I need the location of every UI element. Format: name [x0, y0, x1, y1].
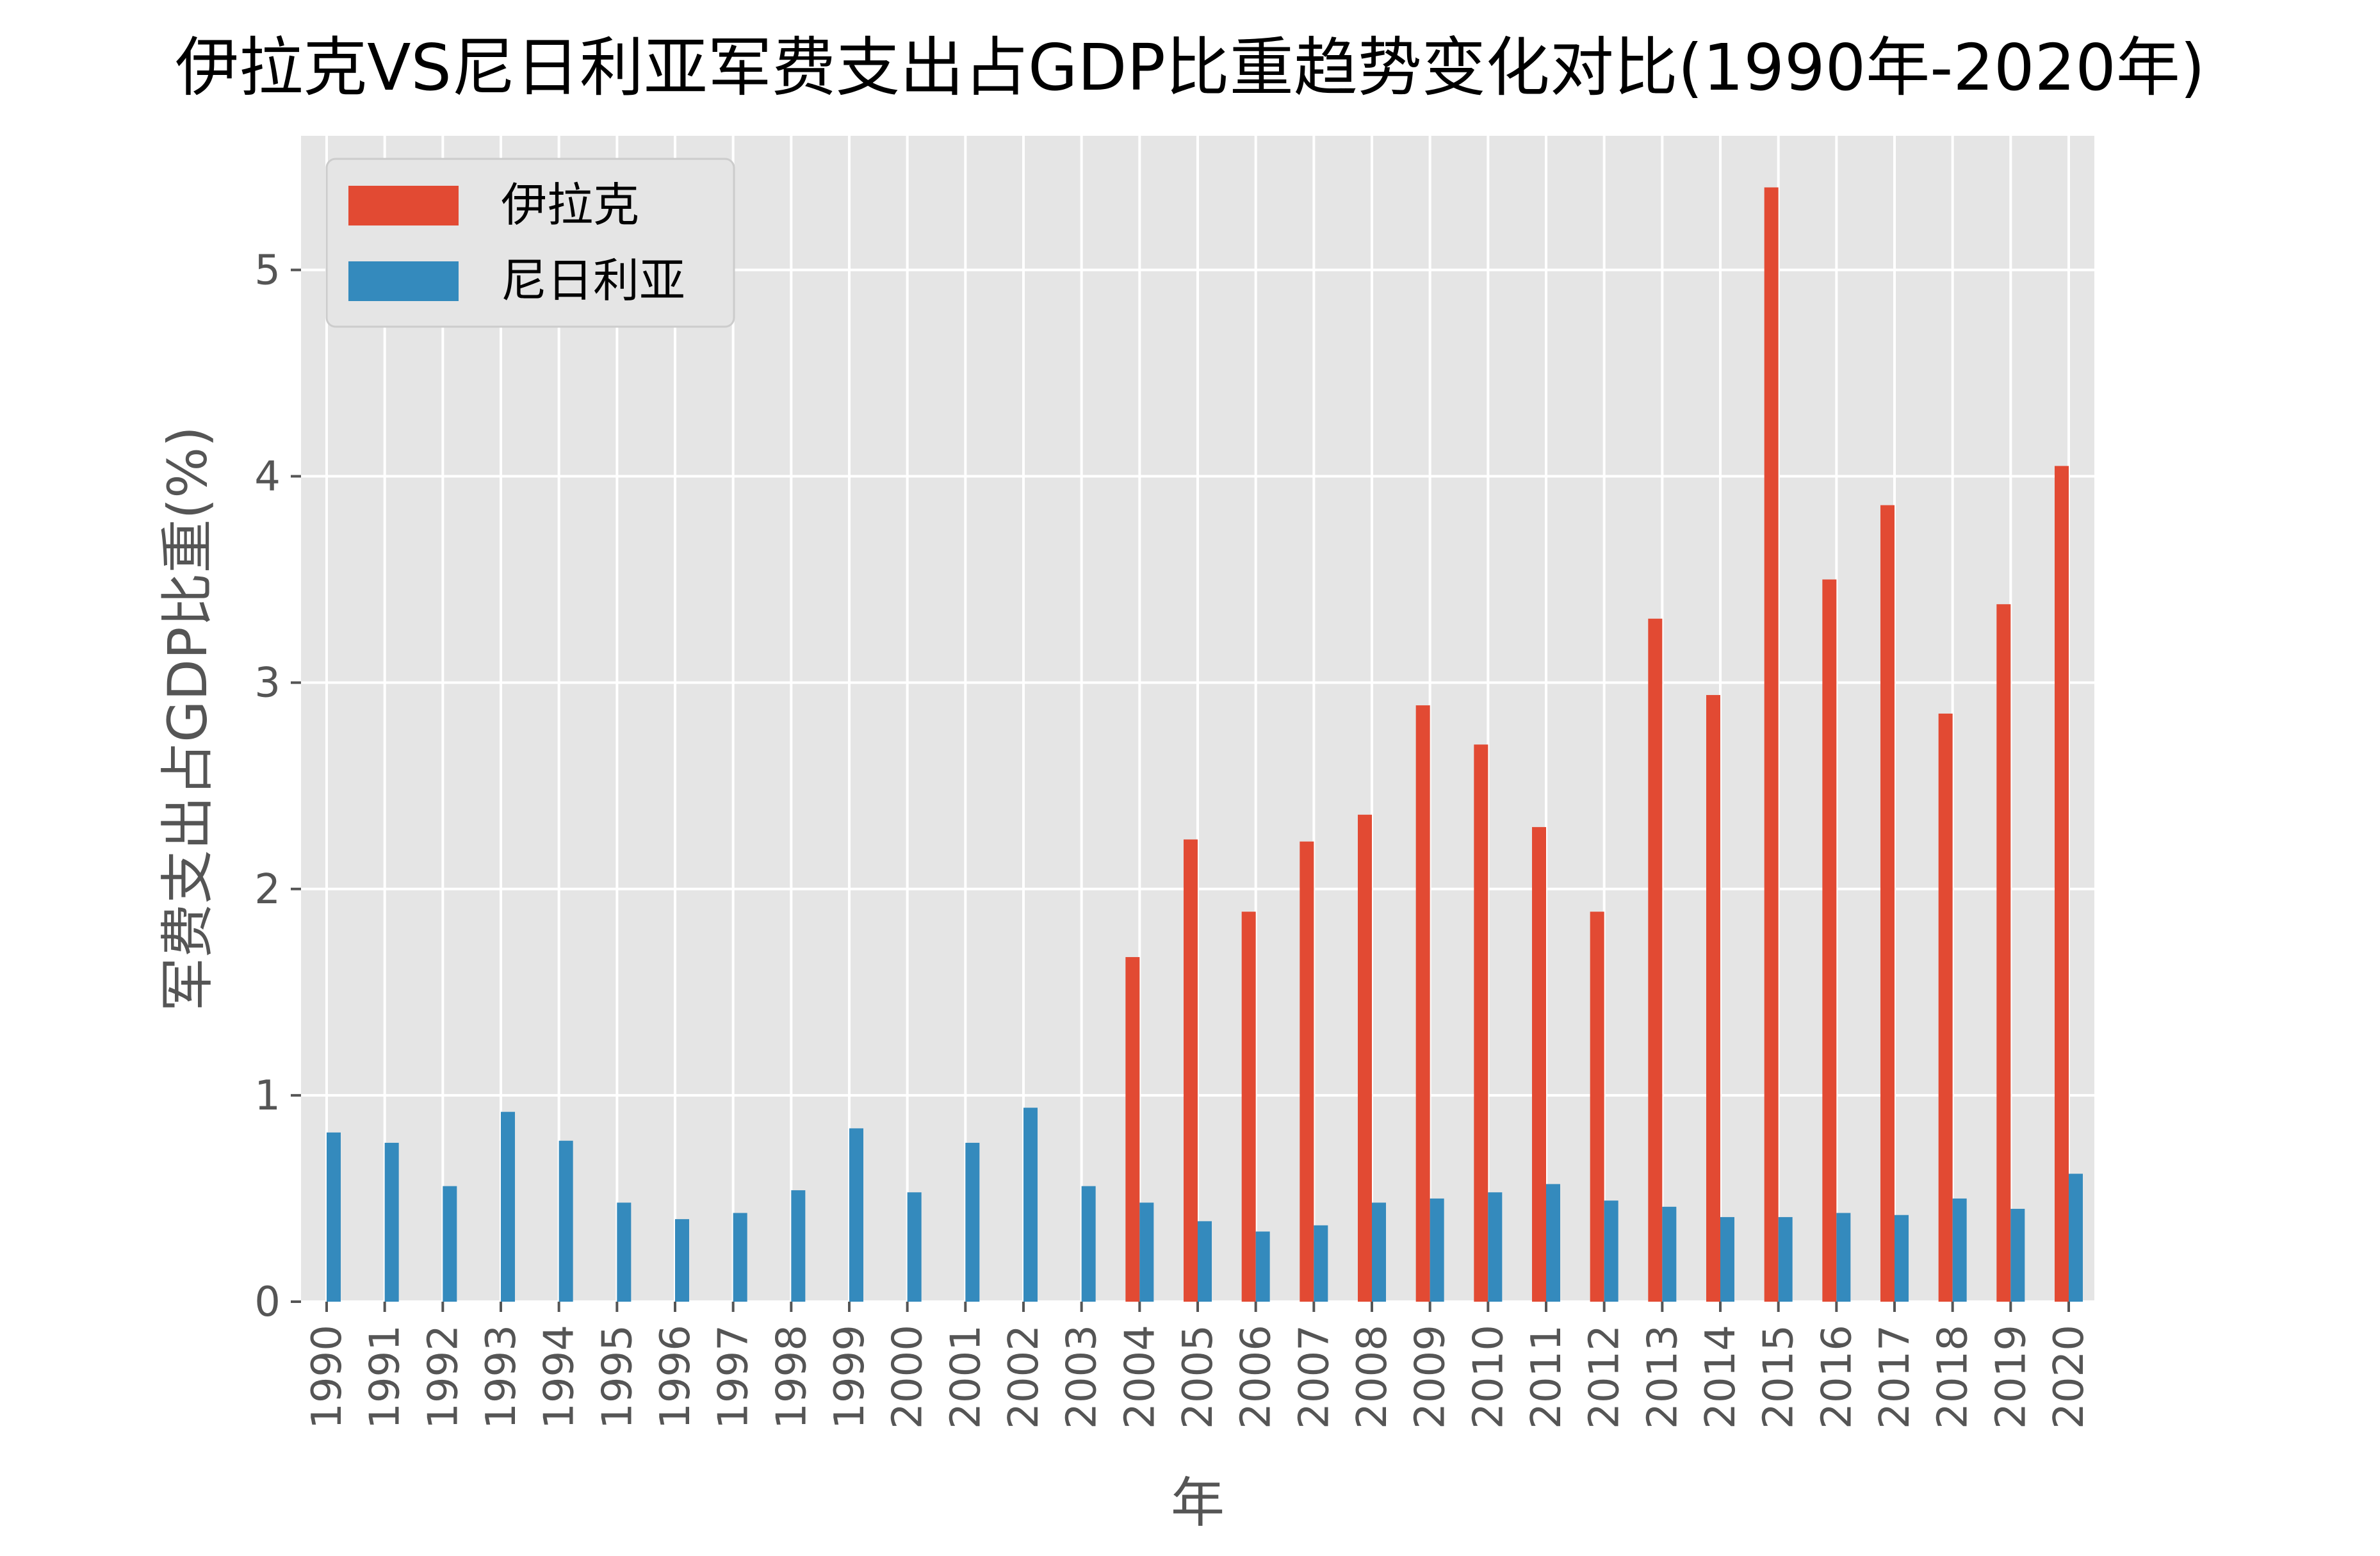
- y-tick-label: 2: [254, 866, 281, 913]
- x-tick-label: 1995: [594, 1325, 641, 1429]
- legend-label: 尼日利亚: [501, 254, 685, 307]
- bar-iraq-2010: [1474, 744, 1488, 1302]
- x-tick-label: 1998: [768, 1325, 815, 1429]
- x-tick-label: 2015: [1756, 1325, 1803, 1429]
- bar-nigeria-1999: [849, 1128, 863, 1302]
- x-tick-label: 2013: [1639, 1325, 1686, 1429]
- x-tick-label: 2008: [1349, 1325, 1396, 1429]
- bar-nigeria-2001: [965, 1142, 980, 1302]
- bar-nigeria-2010: [1488, 1192, 1503, 1302]
- x-tick-label: 1992: [420, 1325, 467, 1429]
- x-tick-label: 2010: [1465, 1325, 1512, 1429]
- x-tick-label: 2009: [1407, 1325, 1455, 1429]
- x-tick-label: 2004: [1116, 1325, 1164, 1429]
- x-tick-label: 2000: [884, 1325, 932, 1429]
- x-tick-label: 2018: [1930, 1325, 1977, 1429]
- x-tick-label: 1996: [652, 1325, 699, 1429]
- bar-iraq-2019: [1996, 604, 2011, 1302]
- bar-nigeria-2000: [907, 1192, 922, 1302]
- bar-iraq-2008: [1358, 814, 1372, 1302]
- bar-nigeria-2007: [1314, 1225, 1328, 1302]
- bar-nigeria-2004: [1139, 1202, 1154, 1302]
- x-tick-label: 2001: [942, 1325, 990, 1429]
- x-tick-label: 2014: [1697, 1325, 1745, 1429]
- x-tick-label: 2003: [1059, 1325, 1106, 1429]
- x-tick-label: 2020: [2046, 1325, 2093, 1429]
- bar-nigeria-1991: [384, 1142, 399, 1302]
- bar-iraq-2016: [1822, 579, 1837, 1302]
- bar-iraq-2006: [1241, 912, 1256, 1302]
- x-tick-label: 2005: [1175, 1325, 1222, 1429]
- bar-nigeria-1996: [675, 1219, 689, 1302]
- bar-nigeria-2014: [1720, 1216, 1734, 1302]
- bar-nigeria-1998: [791, 1190, 806, 1302]
- legend-label: 伊拉克: [501, 178, 639, 232]
- bar-nigeria-2020: [2069, 1174, 2083, 1302]
- x-tick-label: 2007: [1291, 1325, 1338, 1429]
- bar-nigeria-2015: [1778, 1216, 1793, 1302]
- x-tick-label: 1993: [478, 1325, 525, 1429]
- chart-title: 伊拉克VS尼日利亚军费支出占GDP比重趋势变化对比(1990年-2020年): [175, 30, 2205, 105]
- x-tick-label: 2019: [1987, 1325, 2035, 1429]
- x-tick-label: 2006: [1233, 1325, 1280, 1429]
- y-tick-label: 0: [254, 1279, 281, 1326]
- bar-iraq-2007: [1300, 841, 1314, 1302]
- x-tick-label: 1990: [304, 1325, 351, 1429]
- bar-iraq-2018: [1938, 713, 1953, 1302]
- bar-iraq-2013: [1648, 618, 1663, 1302]
- x-tick-label: 1999: [826, 1325, 874, 1429]
- bar-nigeria-2009: [1430, 1198, 1444, 1302]
- y-tick-label: 4: [254, 454, 281, 501]
- x-tick-label: 1991: [362, 1325, 409, 1429]
- bar-nigeria-1995: [617, 1202, 632, 1302]
- x-tick-label: 1997: [710, 1325, 758, 1429]
- bar-nigeria-2016: [1836, 1213, 1851, 1302]
- bar-nigeria-2003: [1081, 1186, 1096, 1302]
- bar-nigeria-1994: [558, 1140, 573, 1302]
- legend-swatch: [348, 261, 459, 301]
- bar-iraq-2017: [1880, 505, 1895, 1302]
- x-tick-label: 2002: [1000, 1325, 1048, 1429]
- bar-nigeria-2011: [1546, 1184, 1560, 1302]
- bar-nigeria-1997: [733, 1213, 747, 1302]
- bar-iraq-2014: [1706, 694, 1720, 1302]
- legend-swatch: [348, 186, 459, 225]
- x-tick-label: 1994: [536, 1325, 583, 1429]
- bar-nigeria-2019: [2010, 1209, 2025, 1302]
- bar-iraq-2015: [1764, 187, 1779, 1302]
- bar-nigeria-2017: [1895, 1215, 1909, 1302]
- bar-nigeria-1993: [501, 1111, 515, 1302]
- x-axis-label: 年: [1171, 1471, 1225, 1534]
- bar-iraq-2012: [1590, 912, 1604, 1302]
- y-tick-label: 1: [254, 1072, 281, 1120]
- bars: [327, 187, 2083, 1302]
- bar-iraq-2009: [1415, 705, 1430, 1302]
- x-tick-label: 2012: [1581, 1325, 1629, 1429]
- bar-nigeria-2002: [1023, 1108, 1038, 1302]
- bar-nigeria-2005: [1198, 1221, 1212, 1302]
- y-axis-label: 军费支出占GDP比重(%): [156, 426, 219, 1011]
- bar-iraq-2011: [1532, 827, 1546, 1302]
- y-tick-label: 3: [254, 660, 281, 707]
- bar-iraq-2004: [1125, 957, 1140, 1302]
- bar-nigeria-2018: [1952, 1198, 1967, 1302]
- bar-nigeria-2012: [1604, 1200, 1618, 1302]
- bar-iraq-2020: [2055, 466, 2069, 1302]
- y-tick-label: 5: [254, 247, 281, 294]
- bar-nigeria-1992: [443, 1186, 457, 1302]
- bar-nigeria-1990: [327, 1132, 341, 1302]
- bar-nigeria-2006: [1255, 1231, 1270, 1302]
- x-tick-label: 2016: [1813, 1325, 1861, 1429]
- x-tick-label: 2017: [1871, 1325, 1919, 1429]
- x-tick-label: 2011: [1523, 1325, 1570, 1429]
- bar-nigeria-2008: [1372, 1202, 1386, 1302]
- bar-iraq-2005: [1184, 839, 1198, 1302]
- bar-nigeria-2013: [1662, 1206, 1677, 1302]
